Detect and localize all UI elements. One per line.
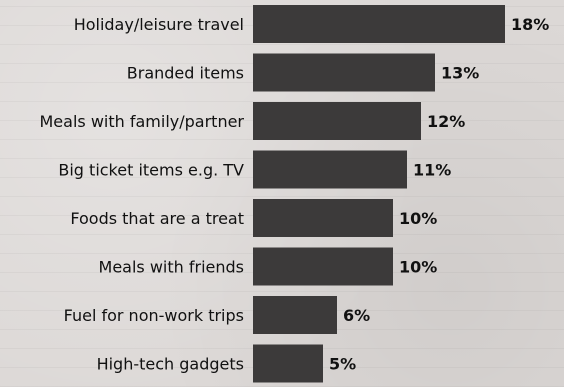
category-label: Fuel for non-work trips — [64, 306, 244, 325]
value-label: 12% — [427, 112, 465, 131]
bar-2 — [253, 102, 421, 140]
category-label: Holiday/leisure travel — [74, 15, 244, 34]
value-label: 10% — [399, 258, 437, 277]
category-label: High-tech gadgets — [97, 355, 244, 374]
value-label: 10% — [399, 209, 437, 228]
value-label: 13% — [441, 64, 479, 83]
category-label: Big ticket items e.g. TV — [58, 161, 244, 180]
bar-5 — [253, 247, 393, 286]
value-label: 11% — [413, 161, 451, 180]
value-label: 18% — [511, 15, 549, 34]
category-label: Meals with family/partner — [40, 112, 245, 131]
category-label: Meals with friends — [99, 258, 244, 277]
bar-4 — [253, 199, 393, 237]
bar-7 — [253, 344, 323, 383]
value-label: 6% — [343, 306, 370, 325]
category-label: Foods that are a treat — [70, 209, 244, 228]
category-label: Branded items — [127, 64, 244, 83]
bar-0 — [253, 5, 505, 43]
bar-3 — [253, 150, 407, 189]
value-label: 5% — [329, 355, 356, 374]
bar-6 — [253, 296, 337, 334]
bar-1 — [253, 53, 435, 92]
